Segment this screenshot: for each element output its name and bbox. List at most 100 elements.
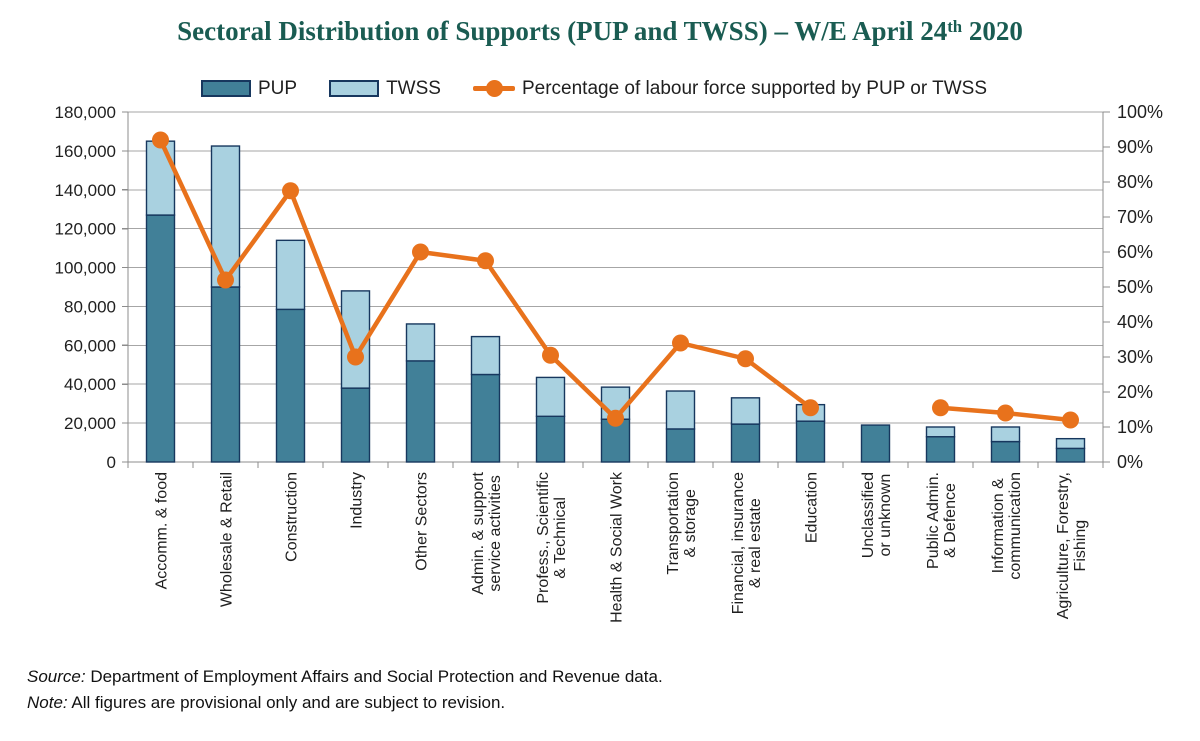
y-axis-left-label: 80,000 (64, 297, 116, 316)
y-axis-right-label: 100% (1117, 102, 1163, 122)
y-axis-right-label: 10% (1117, 417, 1153, 437)
category-label: Admin. & support (470, 471, 487, 594)
bar-pup-segment (405, 360, 436, 463)
bar-pup-segment (860, 424, 891, 463)
pct-marker (347, 348, 364, 366)
bar-pup-segment (795, 420, 826, 463)
pct-marker (932, 399, 949, 417)
bar-pup-segment (1055, 447, 1086, 463)
y-axis-left-label: 20,000 (64, 414, 116, 433)
category-label: & Defence (942, 483, 959, 558)
y-axis-right-label: 80% (1117, 172, 1153, 192)
category-label: Public Admin. (925, 472, 942, 569)
y-axis-left-label: 0 (107, 453, 116, 472)
chart-legend: PUP TWSS Percentage of labour force supp… (201, 78, 987, 98)
pct-marker (997, 404, 1014, 422)
note-line: Note: All figures are provisional only a… (27, 690, 663, 716)
source-text: Department of Employment Affairs and Soc… (85, 667, 663, 686)
chart-title-year: 2020 (962, 16, 1023, 46)
category-label: Accomm. & food (154, 472, 171, 589)
chart-title-superscript: th (947, 17, 963, 37)
pct-marker (152, 131, 169, 149)
pct-marker (217, 271, 234, 289)
bar-pup-segment (990, 440, 1021, 463)
category-label: Transportation (665, 472, 682, 575)
y-axis-right-label: 50% (1117, 277, 1153, 297)
category-label: Wholesale & Retail (219, 472, 236, 607)
bar-twss-segment (535, 376, 566, 418)
bar-twss-segment (275, 239, 306, 311)
y-axis-right-label: 30% (1117, 347, 1153, 367)
pct-marker (412, 243, 429, 261)
bar-pup-segment (145, 214, 176, 463)
pct-line-series (152, 131, 1079, 429)
bar-twss-segment (145, 140, 176, 216)
y-axis-right-label: 70% (1117, 207, 1153, 227)
bar-pup-segment (340, 387, 371, 463)
source-line: Source: Department of Employment Affairs… (27, 664, 663, 690)
y-axis-right-label: 60% (1117, 242, 1153, 262)
pct-marker (1062, 411, 1079, 429)
note-text: All figures are provisional only and are… (67, 693, 506, 713)
y-axis-left-label: 140,000 (55, 181, 116, 200)
y-axis-left-label: 180,000 (55, 103, 116, 122)
category-label: or unknown (877, 474, 894, 557)
pct-marker (672, 334, 689, 352)
category-label: Education (804, 472, 821, 543)
y-axis-right-label: 20% (1117, 382, 1153, 402)
y-axis-left-label: 160,000 (55, 142, 116, 161)
pct-marker (607, 409, 624, 427)
legend-label-twss: TWSS (386, 77, 441, 99)
bar-twss-segment (1055, 437, 1086, 450)
pct-marker (282, 182, 299, 200)
legend-item-pup: PUP (201, 79, 297, 98)
legend-item-twss: TWSS (329, 79, 441, 98)
bar-twss-segment (730, 397, 761, 425)
gridlines (128, 111, 1103, 424)
note-label: Note: (27, 693, 68, 713)
category-label: & Technical (552, 497, 569, 579)
category-label: Financial, insurance (730, 472, 747, 614)
bar-twss-segment (665, 390, 696, 430)
category-label: Information & (990, 478, 1007, 573)
category-label: Industry (349, 472, 366, 529)
category-label: Health & Social Work (609, 471, 626, 623)
category-label: Construction (284, 472, 301, 562)
y-axis-right-label: 40% (1117, 312, 1153, 332)
chart-title-text: Sectoral Distribution of Supports (PUP a… (177, 16, 948, 46)
bar-pup-segment (730, 423, 761, 463)
bar-twss-segment (990, 426, 1021, 443)
category-labels: Accomm. & food Wholesale & Retail Construc… (154, 471, 1090, 623)
bar-pup-segment (470, 373, 501, 463)
twss-swatch-icon (329, 79, 380, 97)
bar-pup-segment (665, 428, 696, 463)
bar-pup-segment (535, 415, 566, 463)
category-label: & storage (682, 489, 699, 558)
legend-label-line: Percentage of labour force supported by … (521, 77, 988, 99)
line-marker-icon (472, 78, 515, 98)
pct-marker (542, 346, 559, 364)
source-label: Source: (27, 667, 86, 686)
bar-twss-segment (405, 323, 436, 362)
y-axis-right-label: 0% (1117, 452, 1143, 472)
y-axis-left-label: 60,000 (64, 336, 116, 355)
y-axis-right-label: 90% (1117, 137, 1153, 157)
bar-twss-segment (470, 335, 501, 376)
pct-marker (477, 252, 494, 270)
category-label: Other Sectors (414, 472, 431, 571)
legend-label-pup: PUP (258, 77, 298, 99)
y-axis-left-label: 40,000 (64, 375, 116, 394)
chart-title: Sectoral Distribution of Supports (PUP a… (0, 16, 1200, 47)
legend-item-line: Percentage of labour force supported by … (472, 77, 988, 99)
pct-marker (737, 350, 754, 368)
category-label: communication (1007, 472, 1024, 580)
pct-marker (802, 399, 819, 417)
category-label: Fishing (1072, 520, 1089, 572)
y-axis-left-label: 100,000 (55, 259, 116, 278)
bar-pup-segment (925, 436, 956, 463)
category-label: Agriculture, Forestry, (1055, 472, 1072, 619)
category-label: service activities (487, 475, 504, 591)
